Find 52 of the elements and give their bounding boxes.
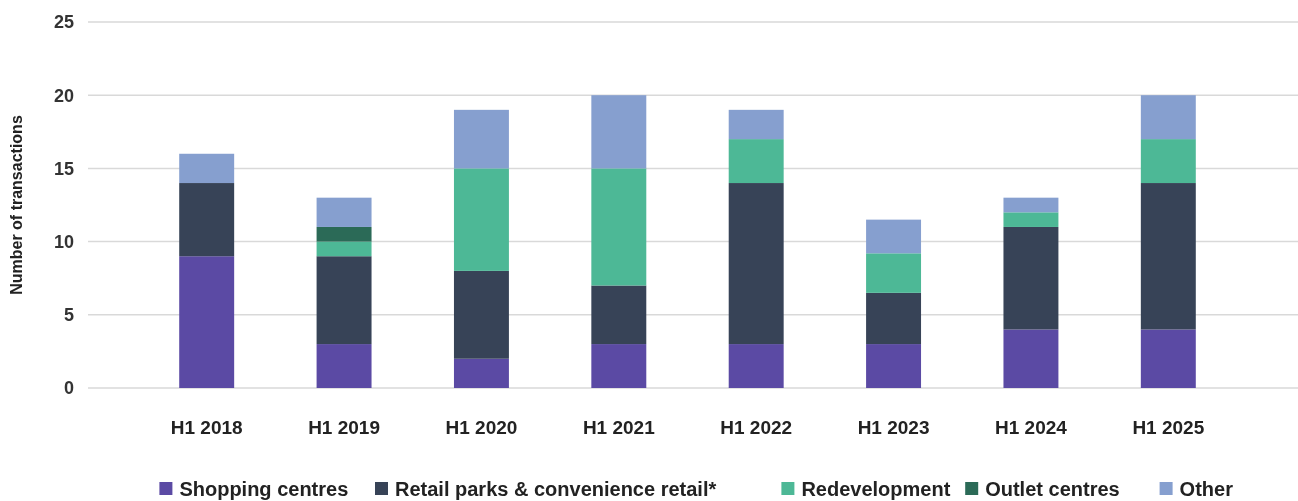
bar bbox=[1140, 139, 1196, 184]
x-tick-label: H1 2019 bbox=[308, 417, 380, 438]
bar bbox=[1140, 95, 1196, 140]
legend-label: Retail parks & convenience retail* bbox=[395, 478, 717, 500]
bar bbox=[316, 344, 372, 388]
bar bbox=[591, 168, 647, 286]
bar bbox=[591, 344, 647, 388]
bar bbox=[1003, 226, 1059, 330]
x-tick-label: H1 2025 bbox=[1132, 417, 1205, 438]
x-tick-label: H1 2022 bbox=[720, 417, 793, 438]
bar bbox=[728, 183, 784, 345]
bar bbox=[179, 183, 235, 257]
y-axis-title: Number of transactions bbox=[8, 115, 25, 295]
y-tick-label: 25 bbox=[53, 12, 74, 33]
x-tick-label: H1 2021 bbox=[582, 417, 656, 438]
bar bbox=[866, 292, 922, 345]
bar bbox=[591, 285, 647, 345]
legend-label: Outlet centres bbox=[985, 478, 1120, 500]
bar bbox=[728, 139, 784, 184]
bar bbox=[728, 109, 784, 140]
bar bbox=[453, 109, 509, 169]
bar bbox=[1003, 212, 1059, 227]
y-tick-label: 10 bbox=[53, 231, 74, 252]
bar bbox=[453, 168, 509, 271]
y-tick-label: 20 bbox=[53, 85, 74, 106]
bar bbox=[1140, 329, 1196, 388]
bar bbox=[453, 270, 509, 359]
bar bbox=[1140, 183, 1196, 330]
bar bbox=[316, 241, 372, 257]
x-tick-label: H1 2024 bbox=[995, 417, 1068, 438]
bar bbox=[866, 344, 922, 388]
bar bbox=[591, 95, 647, 169]
bar bbox=[179, 256, 235, 388]
y-tick-label: 0 bbox=[63, 378, 74, 399]
legend-label: Other bbox=[1179, 478, 1234, 500]
y-tick-label: 5 bbox=[63, 305, 74, 326]
y-tick-label: 15 bbox=[53, 158, 74, 179]
bar bbox=[453, 358, 509, 388]
bar bbox=[1003, 197, 1059, 213]
bar bbox=[316, 226, 372, 242]
bar bbox=[728, 344, 784, 388]
bar bbox=[1003, 329, 1059, 388]
x-tick-label: H1 2018 bbox=[170, 417, 243, 438]
x-tick-label: H1 2023 bbox=[857, 417, 930, 438]
bar bbox=[866, 253, 922, 293]
bar bbox=[866, 219, 922, 254]
bar bbox=[316, 256, 372, 345]
bar bbox=[316, 197, 372, 227]
legend-label: Redevelopment bbox=[801, 478, 951, 500]
legend-label: Shopping centres bbox=[179, 478, 349, 500]
bar bbox=[179, 153, 235, 184]
x-tick-label: H1 2020 bbox=[445, 417, 518, 438]
